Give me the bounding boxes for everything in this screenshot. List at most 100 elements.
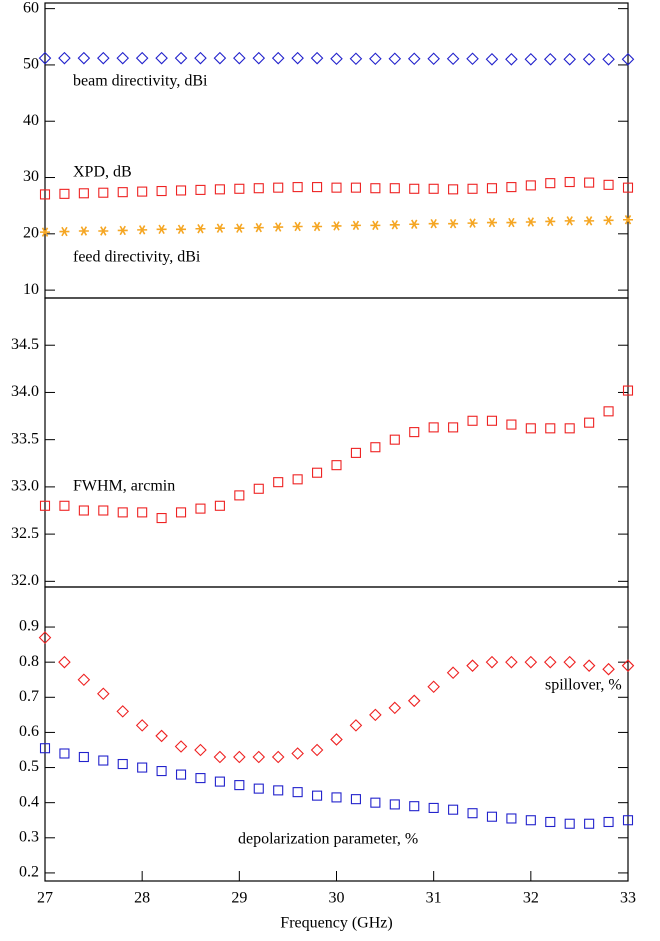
x-tick-label: 32: [523, 890, 539, 907]
y-tick-label: 0.9: [19, 618, 39, 635]
square-marker: [486, 183, 498, 194]
square-marker: [350, 794, 361, 805]
asterisk-marker: [350, 220, 361, 231]
asterisk-marker: [292, 221, 303, 232]
y-tick-label: 34.5: [11, 336, 39, 353]
square-marker: [331, 460, 342, 471]
y-tick-label: 0.6: [19, 723, 39, 740]
diamond-marker: [446, 666, 460, 679]
asterisk-marker: [312, 221, 323, 232]
square-marker: [98, 187, 109, 198]
y-tick-label: 0.8: [19, 653, 39, 670]
square-marker: [525, 180, 536, 191]
asterisk-marker: [525, 217, 536, 227]
y-tick-label: 0.5: [19, 758, 39, 775]
square-marker: [175, 769, 187, 780]
diamond-marker: [388, 52, 402, 66]
series-label: depolarization parameter, %: [238, 831, 418, 848]
y-tick-label: 33.5: [11, 430, 39, 447]
square-marker: [428, 802, 439, 813]
square-marker: [234, 780, 245, 791]
y-tick-label: 33.0: [11, 478, 39, 495]
diamond-marker: [58, 51, 71, 65]
square-marker: [448, 422, 459, 433]
square-marker: [98, 755, 109, 766]
square-marker: [78, 188, 89, 199]
square-marker: [389, 434, 400, 445]
square-marker: [195, 184, 206, 195]
diamond-marker: [116, 51, 130, 65]
diamond-marker: [271, 750, 285, 764]
diamond-marker: [77, 51, 91, 65]
diamond-marker: [466, 52, 479, 66]
diamond-marker: [135, 719, 149, 732]
diamond-marker: [330, 52, 343, 66]
square-marker: [467, 808, 478, 819]
square-marker: [486, 811, 498, 822]
square-marker: [584, 818, 595, 829]
square-marker: [312, 467, 323, 478]
y-tick-label: 0.7: [19, 688, 39, 705]
y-tick-label: 0.2: [19, 864, 39, 881]
asterisk-marker: [40, 227, 50, 237]
square-marker: [622, 385, 634, 396]
square-marker: [370, 442, 381, 453]
asterisk-marker: [273, 222, 284, 232]
diamond-marker: [97, 687, 110, 701]
y-tick-label: 20: [23, 224, 39, 241]
square-marker: [350, 182, 361, 193]
square-marker: [584, 177, 595, 188]
diamond-marker: [310, 51, 324, 65]
square-marker: [545, 423, 556, 434]
diamond-marker: [349, 719, 363, 732]
y-tick-label: 0.3: [19, 828, 39, 845]
diamond-marker: [116, 705, 130, 718]
square-marker: [156, 185, 167, 197]
diamond-marker: [505, 53, 518, 66]
diamond-marker: [213, 750, 227, 764]
square-marker: [137, 762, 148, 773]
diamond-marker: [330, 733, 343, 746]
square-marker: [175, 507, 187, 518]
asterisk-marker: [564, 216, 575, 226]
square-marker: [292, 182, 303, 193]
square-marker: [350, 447, 361, 458]
asterisk-marker: [98, 226, 109, 236]
diamond-marker: [485, 53, 499, 66]
square-marker: [428, 183, 439, 194]
diamond-marker: [252, 51, 266, 65]
y-tick-label: 32.5: [11, 525, 39, 542]
diamond-marker: [97, 51, 110, 65]
square-marker: [467, 415, 478, 426]
asterisk-marker: [467, 218, 478, 228]
diamond-marker: [233, 750, 246, 764]
square-marker: [137, 507, 148, 518]
diamond-marker: [446, 52, 460, 66]
square-marker: [506, 813, 517, 824]
square-marker: [409, 427, 420, 438]
diamond-marker: [466, 659, 479, 672]
square-marker: [448, 184, 459, 195]
square-marker: [273, 182, 284, 193]
asterisk-marker: [545, 216, 556, 227]
diamond-marker: [563, 655, 576, 669]
y-tick-label: 34.0: [11, 383, 39, 400]
square-marker: [214, 500, 225, 511]
diamond-marker: [543, 53, 557, 66]
asterisk-marker: [389, 220, 400, 230]
square-marker: [253, 783, 264, 794]
square-marker: [117, 507, 128, 518]
y-tick-label: 10: [23, 281, 39, 298]
y-tick-label: 50: [23, 56, 39, 73]
diamond-marker: [252, 750, 266, 764]
square-marker: [195, 773, 206, 784]
square-marker: [525, 423, 536, 434]
square-marker: [603, 179, 614, 190]
diamond-marker: [135, 51, 149, 65]
square-marker: [370, 183, 381, 194]
square-marker: [467, 183, 478, 194]
square-marker: [39, 500, 51, 511]
diamond-marker: [602, 662, 615, 676]
square-marker: [312, 790, 323, 801]
